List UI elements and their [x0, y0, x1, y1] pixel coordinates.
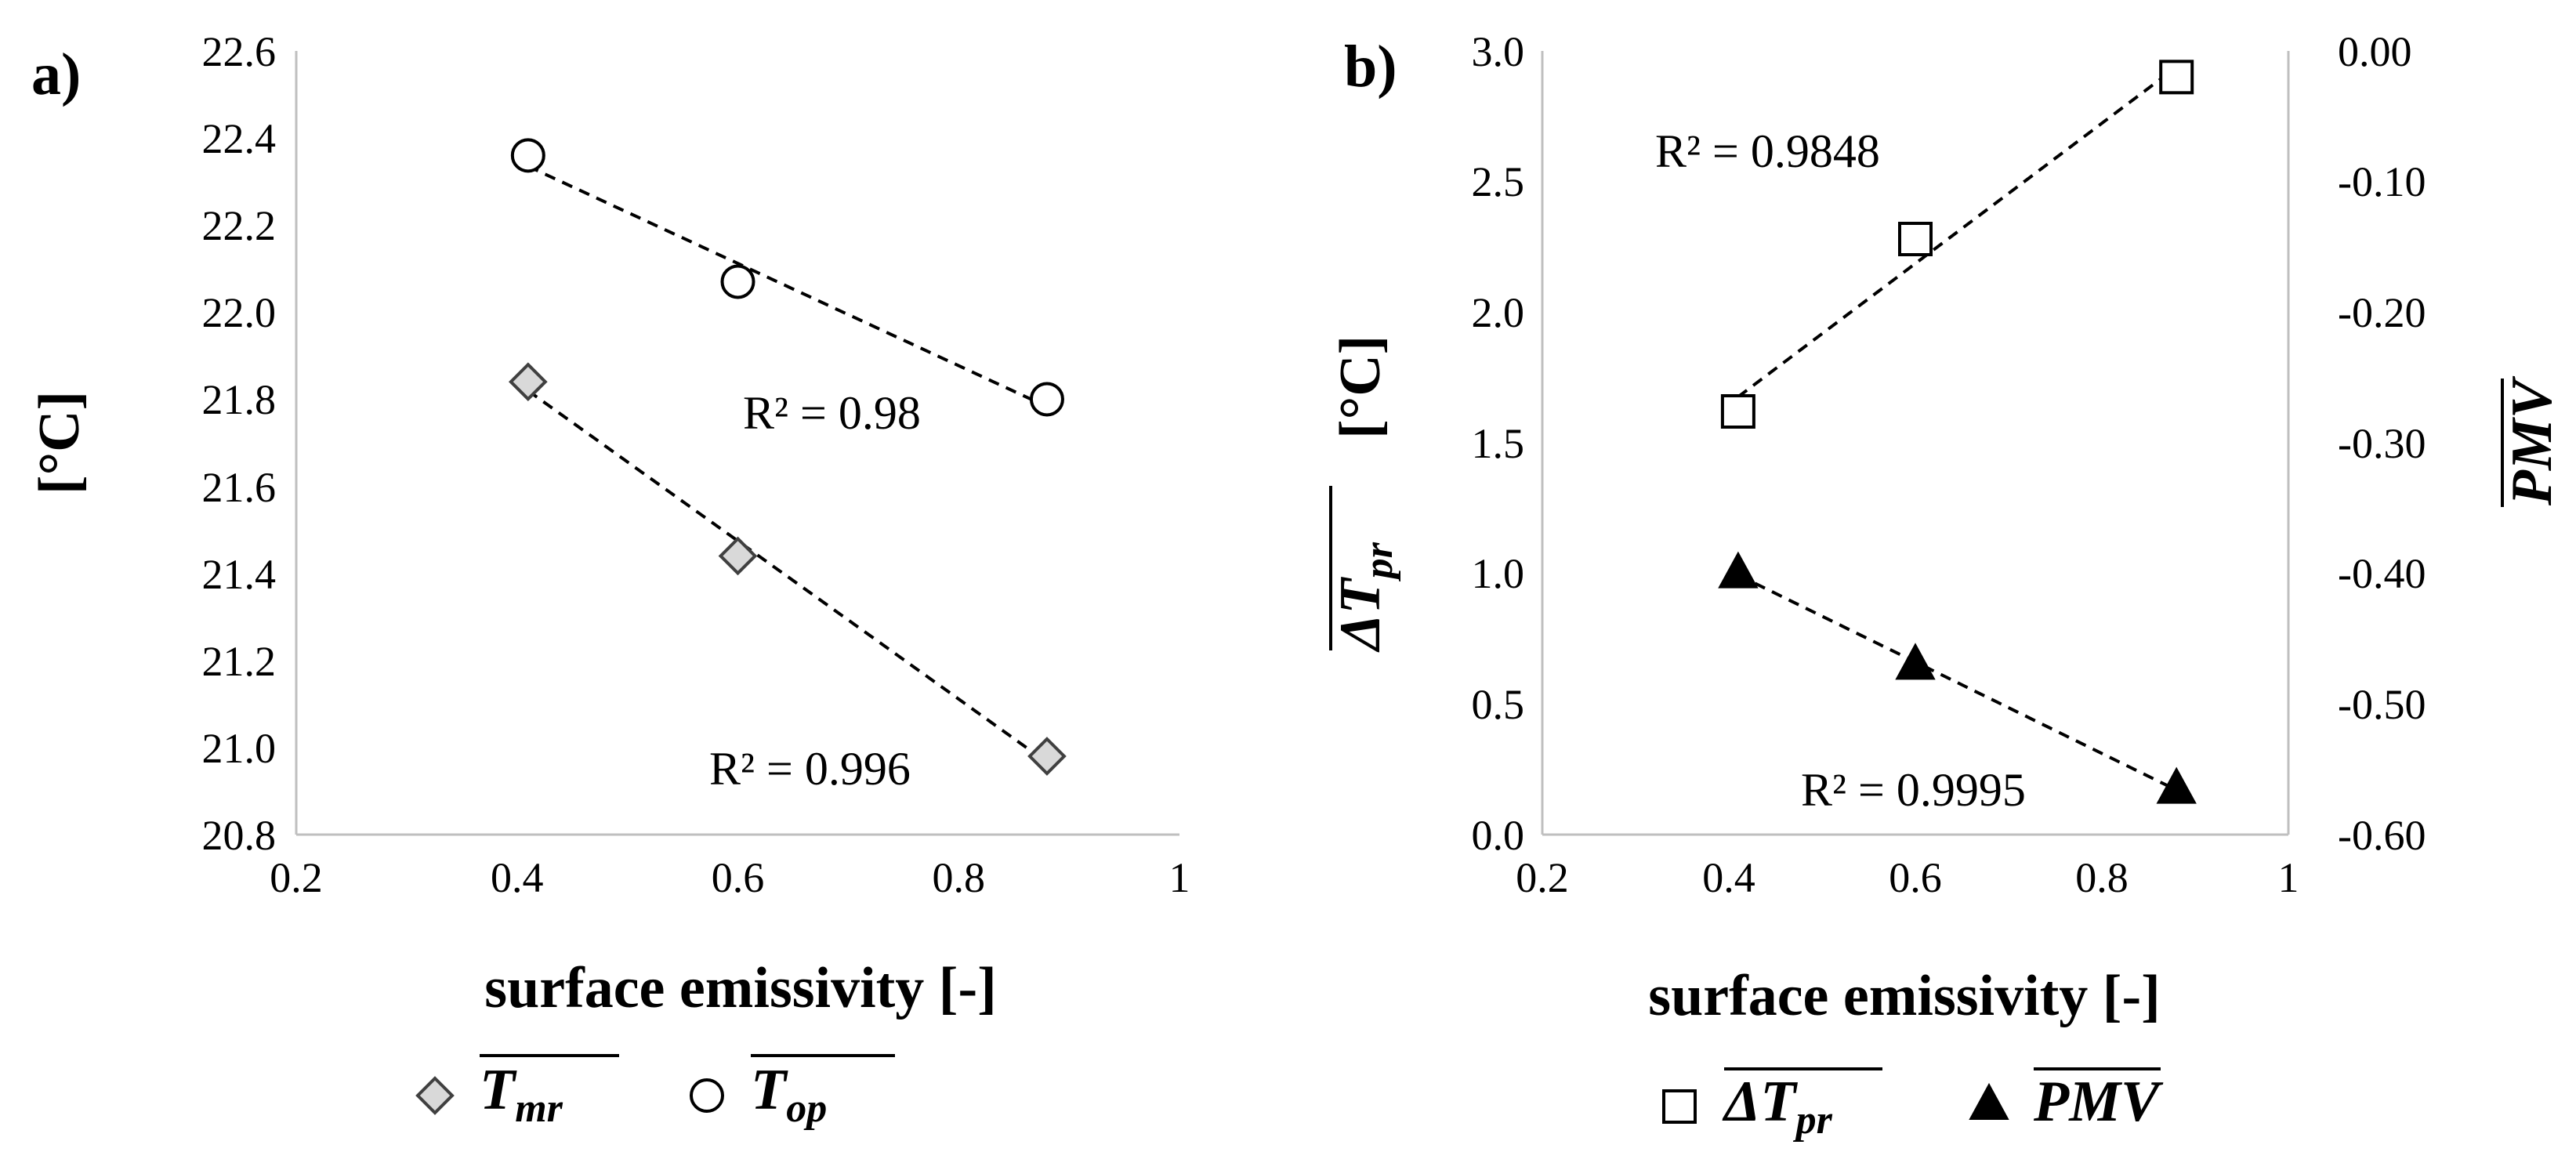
y-tick-label: 0.5: [1472, 681, 1525, 728]
x-tick-label: 1: [2278, 854, 2299, 901]
data-point-circle: [510, 138, 545, 173]
y-axis-label-b: ΔTpr [°C]: [1328, 335, 1401, 653]
data-point-square: [2159, 60, 2194, 95]
y-tick-label: 22.6: [202, 28, 277, 75]
legend-label-dtpr: ΔTpr: [1722, 1070, 1833, 1143]
data-point-square: [1720, 394, 1755, 429]
y-tick-label: 21.4: [202, 551, 277, 598]
trendline-triangle: [1737, 574, 2178, 791]
y-tick-label: 20.8: [202, 812, 277, 859]
y-tick-label: 2.5: [1472, 158, 1525, 205]
y2-tick-label: -0.40: [2338, 550, 2426, 597]
x-tick-label: 0.2: [270, 854, 323, 901]
r2-label-pmv: R² = 0.9995: [1801, 764, 2026, 816]
y2-tick-labels-b: -0.60 -0.50 -0.40 -0.30 -0.20 -0.10 0.00: [2338, 28, 2426, 859]
y2-tick-label: 0.00: [2338, 28, 2412, 75]
x-tick-label: 0.6: [1889, 854, 1942, 901]
data-point-diamond: [509, 362, 548, 402]
y2-tick-label: -0.10: [2338, 158, 2426, 205]
y-tick-label: 0.0: [1472, 812, 1525, 859]
data-point-triangle: [1718, 551, 1759, 589]
y-tick-label: 21.2: [202, 638, 277, 685]
legend-b: ΔTpr PMV: [1662, 1067, 2164, 1143]
legend-marker-circle: [690, 1078, 724, 1113]
trendline-diamond: [527, 389, 1049, 764]
y-axis-unit-b: [°C]: [1328, 335, 1393, 439]
x-axis-label-a: surface emissivity [-]: [484, 956, 996, 1020]
x-tick-label: 0.2: [1516, 854, 1569, 901]
x-tick-label: 0.6: [712, 854, 765, 901]
x-tick-label: 0.4: [491, 854, 544, 901]
panel-label-b: b): [1344, 34, 1397, 100]
trendline-circle: [527, 165, 1048, 408]
legend-marker-diamond: [415, 1076, 455, 1115]
y-axis-symbol-b: ΔTpr: [1328, 542, 1401, 653]
y-tick-label: 22.0: [202, 289, 277, 336]
y-axis-label-a: [°C]: [27, 391, 92, 494]
x-tick-label: 0.4: [1702, 854, 1755, 901]
legend-marker-square: [1662, 1089, 1697, 1124]
legend-marker: [415, 1076, 455, 1115]
legend-label-top: Top: [751, 1058, 827, 1131]
trendline-square: [1737, 66, 2178, 398]
y-tick-label: 22.4: [202, 115, 277, 162]
x-axis-label-b: surface emissivity [-]: [1648, 964, 2160, 1028]
legend-marker: [1969, 1082, 2009, 1120]
y2-tick-label: -0.60: [2338, 812, 2426, 859]
x-tick-label: 1: [1169, 854, 1190, 901]
chart-b: b) 0.2 0.4 0.6 0.8 1 0.0 0.5 1.0 1.5 2.0…: [1328, 28, 2564, 1143]
chart-a: a) 0.2 0.4 0.6 0.8 1 20.8 21.0 21.2 21.4…: [27, 28, 1190, 1131]
y2-axis-label-b: PMV: [2500, 375, 2564, 507]
y-tick-label: 21.0: [202, 725, 277, 772]
legend-marker: [690, 1078, 724, 1113]
x-tick-labels-b: 0.2 0.4 0.6 0.8 1: [1516, 854, 2299, 901]
legend-label-tmr: Tmr: [480, 1058, 563, 1131]
y-tick-label: 1.0: [1472, 550, 1525, 597]
r2-label-tmr: R² = 0.996: [709, 743, 911, 795]
panel-label-a: a): [31, 42, 81, 107]
y2-axis-symbol-b: PMV: [2500, 375, 2564, 506]
x-tick-label: 0.8: [933, 854, 986, 901]
y-tick-label: 3.0: [1472, 28, 1525, 75]
data-point-diamond: [1027, 737, 1067, 776]
y-tick-label: 21.8: [202, 376, 277, 423]
legend-marker-triangle: [1969, 1082, 2009, 1120]
y-tick-label: 1.5: [1472, 420, 1525, 467]
r2-label-top: R² = 0.98: [743, 387, 921, 439]
y2-tick-label: -0.30: [2338, 420, 2426, 467]
y2-tick-label: -0.50: [2338, 681, 2426, 728]
data-point-square: [1898, 222, 1933, 256]
x-tick-label: 0.8: [2075, 854, 2129, 901]
plot-area-b: [1718, 60, 2197, 804]
y-tick-labels-a: 20.8 21.0 21.2 21.4 21.6 21.8 22.0 22.2 …: [202, 28, 277, 859]
legend-a: Tmr Top: [415, 1054, 895, 1131]
legend-marker: [1662, 1089, 1697, 1124]
plot-area-a: [509, 138, 1067, 776]
y-tick-label: 2.0: [1472, 289, 1525, 336]
data-point-diamond: [718, 536, 758, 576]
y-tick-label: 22.2: [202, 202, 277, 249]
data-point-circle: [1029, 382, 1064, 417]
r2-label-dtpr: R² = 0.9848: [1655, 125, 1880, 177]
x-tick-labels-a: 0.2 0.4 0.6 0.8 1: [270, 854, 1190, 901]
data-point-triangle: [2156, 766, 2197, 804]
y-tick-labels-b: 0.0 0.5 1.0 1.5 2.0 2.5 3.0: [1472, 28, 1525, 859]
legend-label-pmv: PMV: [2033, 1070, 2164, 1134]
y-tick-label: 21.6: [202, 464, 277, 511]
data-point-triangle: [1895, 643, 1936, 680]
y2-tick-label: -0.20: [2338, 289, 2426, 336]
data-point-circle: [720, 264, 755, 299]
